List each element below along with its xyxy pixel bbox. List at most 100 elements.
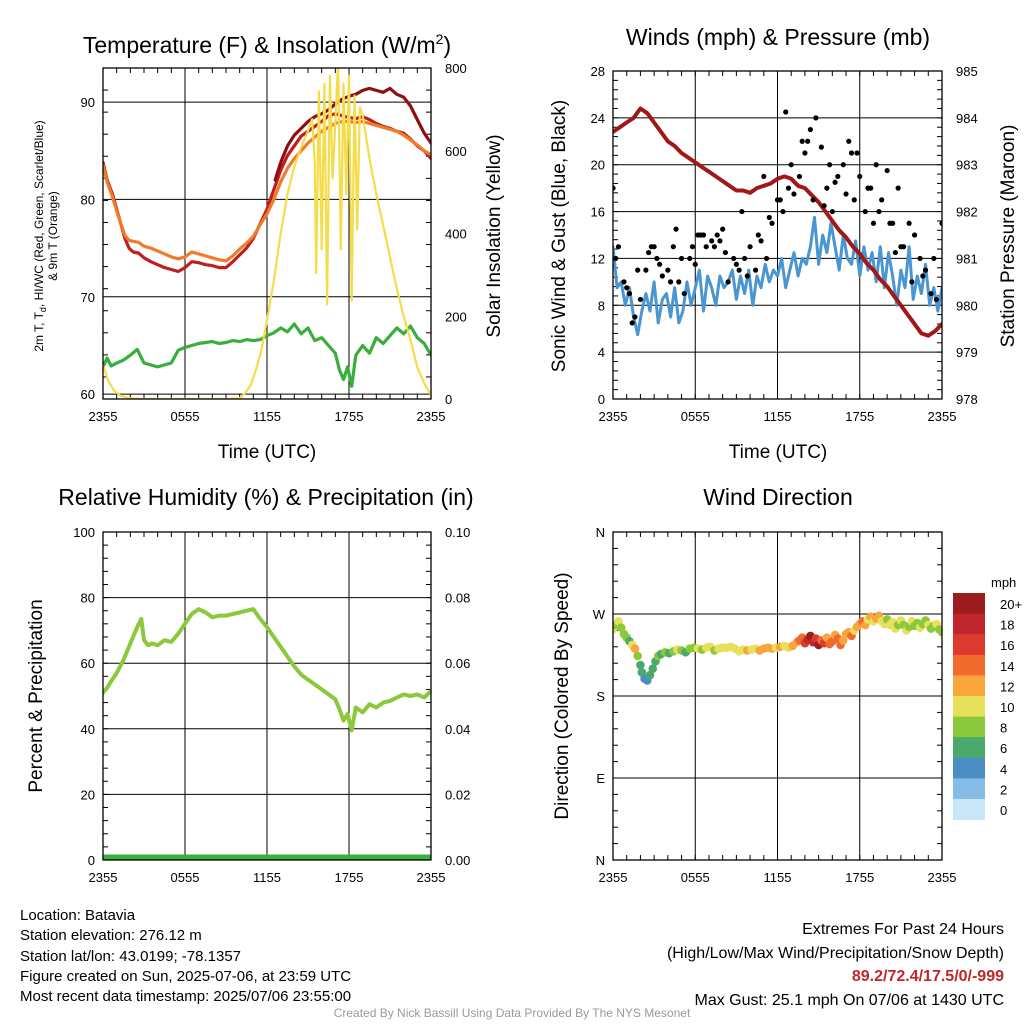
gust-point: [667, 279, 674, 285]
series-dewpoint: [103, 322, 431, 388]
gust-point: [846, 138, 852, 144]
x-tick-label: 1755: [845, 870, 874, 885]
y2-tick-label: 800: [445, 61, 467, 76]
y-tick-label: 0: [598, 392, 605, 407]
gust-point: [796, 173, 803, 180]
gust-point: [681, 290, 687, 297]
y-tick-label: W: [593, 607, 606, 622]
temperature-panel-ylabel-2: & 9m T (Orange): [46, 191, 60, 281]
gust-point: [643, 267, 649, 273]
gust-point: [736, 267, 742, 273]
y-tick-label: 80: [81, 192, 95, 207]
station-info: Location: Batavia Station elevation: 276…: [20, 906, 351, 1007]
gust-point: [692, 261, 698, 267]
y2-tick-label: 0: [445, 392, 452, 407]
gust-point: [843, 191, 849, 197]
gust-point: [807, 126, 814, 133]
legend-label: 20+: [1000, 597, 1022, 612]
gust-point: [709, 238, 715, 244]
y2-tick-label: 984: [956, 111, 978, 126]
plot-frame: [612, 70, 943, 400]
series-heat_index: [273, 86, 431, 182]
y-tick-label: 28: [591, 64, 605, 79]
gust-point: [739, 208, 745, 215]
y2-tick-label: 981: [956, 251, 978, 266]
figure-created: Figure created on Sun, 2025-07-06, at 23…: [20, 967, 352, 985]
gust-point: [621, 279, 627, 285]
x-tick-label: 2355: [89, 409, 118, 424]
x-tick-label: 2355: [928, 409, 957, 424]
wind-panel-y2label: Station Pressure (Maroon): [998, 125, 1019, 348]
direction-point: [937, 627, 942, 637]
gust-point: [714, 232, 720, 238]
legend-label: 2: [1000, 782, 1007, 797]
gust-point: [824, 185, 830, 191]
gust-point: [744, 273, 750, 279]
plot-marks: [613, 611, 942, 685]
station-latlon: Station lat/lon: 43.0199; -78.1357: [20, 947, 242, 965]
gust-point: [898, 244, 904, 250]
temperature-panel-title: Temperature (F) & Insolation (W/m2): [83, 31, 451, 58]
gust-point: [722, 249, 729, 256]
series-insolation: [103, 68, 431, 399]
gust-point: [928, 290, 934, 297]
credit-line: Created By Nick Bassill Using Data Provi…: [333, 1006, 691, 1020]
gust-point: [813, 115, 819, 121]
y2-tick-label: 980: [956, 298, 978, 313]
gust-point: [678, 255, 685, 262]
gust-point: [742, 255, 748, 262]
wind-panel-ylabel: Sonic Wind & Gust (Blue, Black): [549, 100, 570, 372]
speed-legend: mph 20+ 18 16 14 12 10 8 6 4 2 0: [953, 575, 1022, 820]
x-tick-label: 2355: [417, 409, 446, 424]
gust-point: [906, 220, 912, 226]
gust-point: [870, 220, 877, 226]
gust-point: [711, 244, 718, 250]
gust-point: [788, 162, 794, 168]
y-tick-label: 12: [591, 251, 605, 266]
legend-label: 6: [1000, 741, 1007, 756]
gust-point: [733, 261, 739, 267]
gust-point: [755, 232, 761, 238]
y-tick-label: E: [596, 771, 605, 786]
x-tick-label: 2355: [417, 870, 446, 885]
legend-swatch: [953, 675, 985, 697]
gust-point: [810, 197, 816, 203]
y-tick-label: 60: [81, 656, 95, 671]
gust-point: [835, 173, 841, 180]
x-tick-label: 1155: [764, 870, 792, 885]
gust-point: [862, 208, 868, 215]
y2-tick-label: 0.08: [445, 591, 470, 606]
gust-point: [780, 208, 786, 215]
y2-tick-label: 0.00: [445, 853, 470, 868]
plot-frame: [102, 531, 432, 861]
gust-point: [637, 296, 644, 303]
y-tick-label: 40: [81, 722, 95, 737]
legend-label: 18: [1000, 618, 1014, 633]
legend-swatch: [953, 613, 985, 635]
max-gust: Max Gust: 25.1 mph On 07/06 at 1430 UTC: [694, 991, 1005, 1009]
y-tick-label: 4: [598, 345, 605, 360]
gust-point: [615, 244, 622, 250]
gust-point: [731, 255, 737, 262]
gust-point: [818, 144, 824, 150]
gust-point: [659, 273, 665, 279]
series-temp_9m: [103, 119, 431, 263]
direction-panel-ylabel: Direction (Colored By Speed): [552, 572, 573, 819]
plot-frame: [102, 67, 432, 400]
legend-label: 16: [1000, 638, 1014, 653]
gust-point: [689, 244, 696, 250]
y2-tick-label: 0.04: [445, 722, 470, 737]
y2-tick-label: 983: [956, 158, 978, 173]
y-tick-label: N: [596, 853, 605, 868]
series-humidity: [103, 607, 431, 733]
x-tick-label: 2355: [89, 870, 118, 885]
humidity-plot-area: 2355 0555 1155 1755 2355 0 20 40 60 80 100 0.00 0.02…: [73, 525, 470, 885]
y2-tick-label: 979: [956, 345, 978, 360]
y-tick-label: 8: [598, 298, 605, 313]
gust-point: [915, 0, 920, 3]
gust-point: [635, 267, 641, 273]
y-tick-label: 80: [81, 591, 95, 606]
y-tick-label: 90: [81, 95, 95, 110]
temperature-plot-area: 2355 0555 1155 1755 2355 60 70 80 90 0 200 400 600 80…: [81, 61, 467, 424]
y2-tick-label: 985: [956, 64, 978, 79]
